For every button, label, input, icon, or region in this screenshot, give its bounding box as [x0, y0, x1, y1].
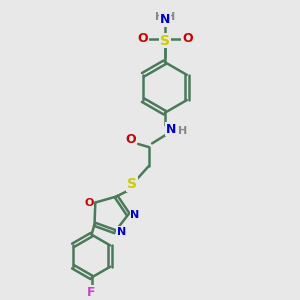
Text: F: F — [87, 286, 96, 299]
Text: O: O — [84, 197, 93, 208]
Text: N: N — [130, 209, 140, 220]
Text: S: S — [127, 177, 137, 191]
Text: H: H — [155, 12, 164, 22]
Text: N: N — [160, 13, 170, 26]
Text: O: O — [137, 32, 148, 46]
Text: S: S — [160, 34, 170, 48]
Text: O: O — [125, 133, 136, 146]
Text: H: H — [178, 127, 188, 136]
Text: N: N — [117, 226, 126, 237]
Text: O: O — [182, 32, 193, 46]
Text: H: H — [166, 12, 175, 22]
Text: N: N — [166, 123, 177, 136]
